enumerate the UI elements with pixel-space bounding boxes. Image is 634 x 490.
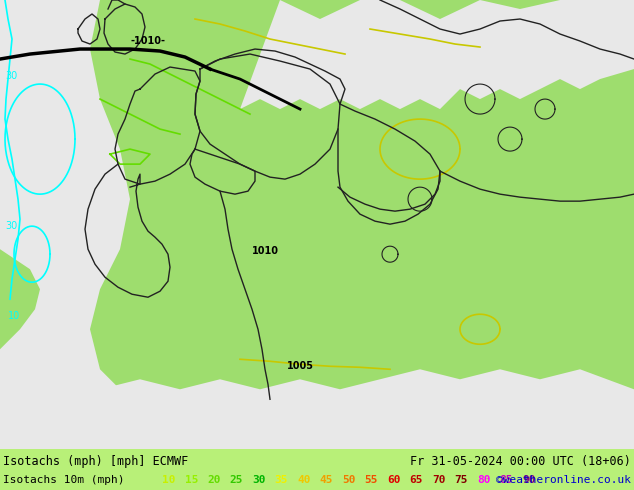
Text: 75: 75 — [455, 475, 468, 485]
Polygon shape — [240, 0, 634, 109]
Text: 40: 40 — [297, 475, 311, 485]
Text: 65: 65 — [410, 475, 423, 485]
Text: -1010-: -1010- — [131, 36, 165, 46]
Text: 55: 55 — [365, 475, 378, 485]
Text: Fr 31-05-2024 00:00 UTC (18+06): Fr 31-05-2024 00:00 UTC (18+06) — [410, 455, 631, 468]
Text: 45: 45 — [320, 475, 333, 485]
Text: 10: 10 — [8, 311, 20, 321]
Text: 10: 10 — [162, 475, 176, 485]
Text: 85: 85 — [500, 475, 513, 485]
Text: ©weatheronline.co.uk: ©weatheronline.co.uk — [496, 475, 631, 485]
Text: 20: 20 — [207, 475, 221, 485]
Polygon shape — [0, 369, 634, 449]
Text: 15: 15 — [184, 475, 198, 485]
Polygon shape — [0, 0, 130, 449]
Text: 30: 30 — [5, 221, 17, 231]
Text: 25: 25 — [230, 475, 243, 485]
Text: 30: 30 — [5, 71, 17, 81]
Text: 80: 80 — [477, 475, 491, 485]
Text: 35: 35 — [275, 475, 288, 485]
Text: 30: 30 — [252, 475, 266, 485]
Text: 60: 60 — [387, 475, 401, 485]
Text: Isotachs 10m (mph): Isotachs 10m (mph) — [3, 475, 124, 485]
Text: 70: 70 — [432, 475, 446, 485]
Text: 1010: 1010 — [252, 246, 278, 256]
Text: 90: 90 — [522, 475, 536, 485]
Text: 1005: 1005 — [287, 361, 313, 371]
Text: Isotachs (mph) [mph] ECMWF: Isotachs (mph) [mph] ECMWF — [3, 455, 188, 468]
Text: 50: 50 — [342, 475, 356, 485]
